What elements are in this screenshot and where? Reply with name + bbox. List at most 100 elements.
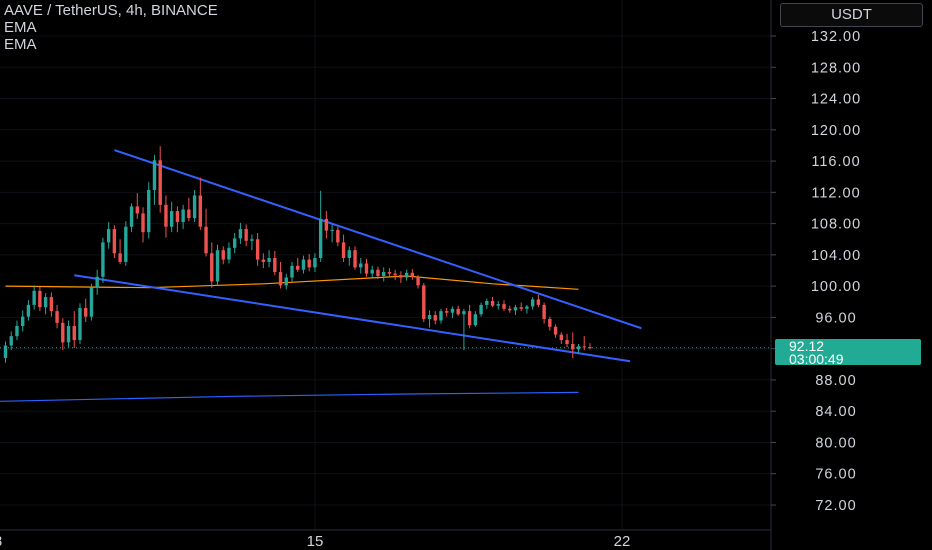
candle-body <box>462 311 466 315</box>
candle <box>221 246 225 265</box>
candle <box>227 242 231 264</box>
time-axis[interactable]: 8 15 22 <box>0 533 630 550</box>
candle-body <box>101 242 105 277</box>
candle <box>66 320 71 348</box>
indicator-ema-2[interactable]: EMA <box>4 36 37 53</box>
price-tick-label: 128.00 <box>811 60 861 76</box>
candle-body <box>341 242 346 258</box>
candle-body <box>347 250 351 258</box>
candle <box>49 292 54 317</box>
candle-body <box>416 276 420 286</box>
candle <box>508 305 512 313</box>
candle <box>147 182 151 239</box>
candle-body <box>336 229 340 243</box>
candle-body <box>479 304 483 315</box>
candle-body <box>250 239 254 241</box>
candle <box>387 268 392 278</box>
candle <box>571 332 575 359</box>
indicator-ema-1[interactable]: EMA <box>4 19 37 36</box>
bar-countdown: 03:00:49 <box>789 351 844 367</box>
candle-body <box>496 304 500 306</box>
candle-body <box>55 311 59 323</box>
candle-body <box>20 316 25 326</box>
price-tick-label: 72.00 <box>815 498 856 514</box>
candle <box>330 224 334 243</box>
candle-body <box>553 326 558 335</box>
candle-body <box>147 189 151 233</box>
candle-body <box>381 272 386 276</box>
candle <box>559 332 564 344</box>
candle <box>404 269 409 281</box>
candle-body <box>542 304 546 319</box>
candle <box>410 268 415 280</box>
candle-body <box>502 304 506 309</box>
candle <box>129 203 134 233</box>
candle <box>359 257 363 274</box>
time-tick-label: 22 <box>614 533 631 550</box>
candle-body <box>192 195 197 219</box>
candle <box>278 261 283 289</box>
last-price-label: 92.12 03:00:49 <box>775 339 921 367</box>
candle-body <box>290 265 294 278</box>
currency-button[interactable]: USDT <box>780 3 923 27</box>
candle <box>364 258 369 277</box>
candle <box>215 244 220 286</box>
candle-body <box>450 308 455 313</box>
candle-body <box>370 269 374 274</box>
candle-body <box>95 276 99 288</box>
candle <box>376 266 380 280</box>
candle <box>187 197 191 222</box>
price-tick-label: 104.00 <box>811 248 861 264</box>
candle-body <box>49 297 54 312</box>
candle <box>370 265 374 278</box>
candle <box>15 320 19 341</box>
candle <box>416 275 420 289</box>
candle-body <box>456 308 460 315</box>
price-axis[interactable]: 132.00 128.00 124.00 120.00 116.00 112.00 108.… <box>771 29 861 514</box>
ema-line <box>0 391 579 402</box>
candle-body <box>78 308 82 341</box>
candle <box>233 232 237 254</box>
candle-body <box>38 290 42 308</box>
candle <box>525 304 529 314</box>
candle-body <box>278 272 283 286</box>
symbol-title[interactable]: AAVE / TetherUS, 4h, BINANCE <box>4 2 218 19</box>
candle <box>341 234 346 262</box>
trend-line <box>114 149 642 330</box>
candle <box>106 222 111 249</box>
candle-body <box>169 211 174 227</box>
candle <box>141 207 145 243</box>
candle <box>582 336 586 351</box>
candle <box>26 300 31 321</box>
candle <box>324 211 329 239</box>
candle <box>43 293 48 315</box>
candle-body <box>135 206 139 214</box>
candle-body <box>118 253 122 262</box>
candle <box>84 298 88 323</box>
candle <box>296 257 300 273</box>
candle-body <box>238 229 243 239</box>
candle <box>273 250 277 276</box>
candle <box>473 311 478 327</box>
candle <box>485 298 489 309</box>
candle-body <box>433 315 437 321</box>
candle-body <box>399 275 403 278</box>
candle <box>433 311 437 325</box>
candle <box>244 224 248 247</box>
candle-body <box>66 325 71 343</box>
candle-body <box>525 306 529 309</box>
candle <box>353 246 357 270</box>
candle-body <box>330 229 334 231</box>
candle <box>445 308 449 317</box>
candle-body <box>588 347 592 349</box>
candle <box>267 250 271 268</box>
candle <box>158 146 162 213</box>
price-tick-label: 88.00 <box>815 373 856 389</box>
candle <box>318 190 323 262</box>
candle <box>513 304 518 316</box>
candle <box>347 246 351 266</box>
candle-body <box>565 340 569 344</box>
candle-body <box>210 253 214 282</box>
candle <box>38 286 42 312</box>
